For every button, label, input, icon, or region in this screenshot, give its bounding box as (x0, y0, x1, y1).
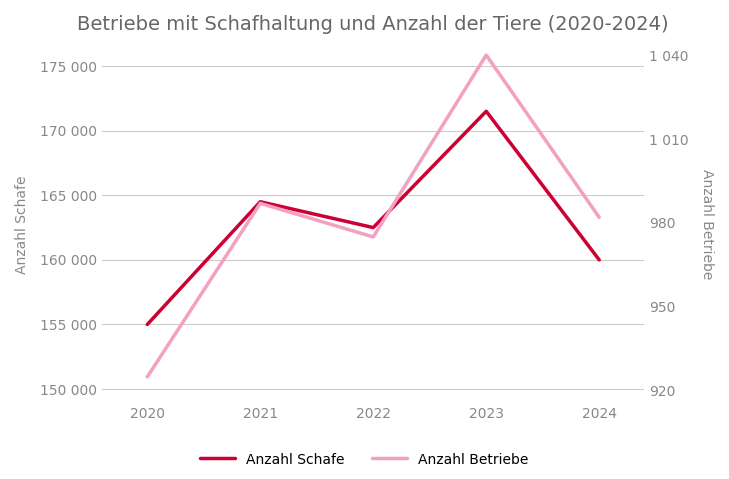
Anzahl Betriebe (595, 215, 604, 220)
Title: Betriebe mit Schafhaltung und Anzahl der Tiere (2020-2024): Betriebe mit Schafhaltung und Anzahl der… (77, 15, 669, 34)
Anzahl Betriebe (482, 52, 491, 58)
Anzahl Schafe (369, 225, 378, 230)
Line: Anzahl Betriebe: Anzahl Betriebe (147, 55, 599, 377)
Anzahl Schafe (595, 257, 604, 263)
Anzahl Schafe (482, 108, 491, 114)
Y-axis label: Anzahl Betriebe: Anzahl Betriebe (700, 169, 714, 280)
Anzahl Schafe (143, 321, 152, 327)
Legend: Anzahl Schafe, Anzahl Betriebe: Anzahl Schafe, Anzahl Betriebe (195, 447, 534, 472)
Y-axis label: Anzahl Schafe: Anzahl Schafe (15, 175, 29, 274)
Anzahl Betriebe (143, 374, 152, 380)
Anzahl Betriebe (369, 234, 378, 240)
Anzahl Schafe (256, 199, 265, 205)
Anzahl Betriebe (256, 201, 265, 206)
Line: Anzahl Schafe: Anzahl Schafe (147, 111, 599, 324)
